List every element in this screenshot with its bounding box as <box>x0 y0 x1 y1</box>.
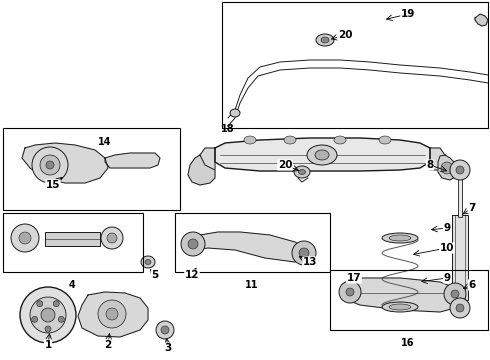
Ellipse shape <box>389 304 411 310</box>
Ellipse shape <box>307 145 337 165</box>
Bar <box>222 2 488 128</box>
Polygon shape <box>78 292 148 337</box>
Circle shape <box>456 166 464 174</box>
Circle shape <box>346 288 354 296</box>
Bar <box>45 232 100 246</box>
Circle shape <box>37 301 43 307</box>
Polygon shape <box>342 278 462 312</box>
Polygon shape <box>215 138 430 171</box>
Polygon shape <box>430 148 445 170</box>
Polygon shape <box>475 14 488 26</box>
Circle shape <box>292 241 316 265</box>
Text: 4: 4 <box>69 280 75 290</box>
Circle shape <box>299 248 309 258</box>
Circle shape <box>11 224 39 252</box>
Text: 15: 15 <box>46 180 60 190</box>
Circle shape <box>339 281 361 303</box>
Circle shape <box>456 304 464 312</box>
Circle shape <box>53 301 59 307</box>
Text: 11: 11 <box>245 280 259 290</box>
Ellipse shape <box>230 109 240 117</box>
Circle shape <box>98 300 126 328</box>
Ellipse shape <box>244 136 256 144</box>
Circle shape <box>19 232 31 244</box>
Circle shape <box>451 290 459 298</box>
Polygon shape <box>22 143 108 183</box>
Text: 13: 13 <box>303 257 317 267</box>
Circle shape <box>188 239 198 249</box>
Ellipse shape <box>382 302 418 312</box>
Ellipse shape <box>379 136 391 144</box>
Circle shape <box>450 298 470 318</box>
Ellipse shape <box>334 136 346 144</box>
Text: 9: 9 <box>443 223 451 233</box>
Text: 5: 5 <box>151 270 159 280</box>
Circle shape <box>441 162 453 174</box>
Text: 10: 10 <box>440 243 454 253</box>
Text: 14: 14 <box>98 137 112 147</box>
Text: 8: 8 <box>426 160 434 170</box>
Ellipse shape <box>141 256 155 268</box>
Ellipse shape <box>145 260 151 265</box>
Polygon shape <box>188 232 310 262</box>
Bar <box>330 270 488 330</box>
Text: 9: 9 <box>443 273 451 283</box>
Circle shape <box>32 147 68 183</box>
Ellipse shape <box>284 136 296 144</box>
Ellipse shape <box>315 150 329 160</box>
Ellipse shape <box>298 170 305 175</box>
Text: 16: 16 <box>401 338 415 348</box>
Polygon shape <box>200 148 215 170</box>
Text: 7: 7 <box>468 203 476 213</box>
Circle shape <box>46 161 54 169</box>
Text: 3: 3 <box>164 343 171 353</box>
Circle shape <box>181 232 205 256</box>
Bar <box>458 175 462 217</box>
Text: 1: 1 <box>45 340 51 350</box>
Bar <box>3 213 143 272</box>
Ellipse shape <box>321 37 329 43</box>
Text: 19: 19 <box>401 9 415 19</box>
Circle shape <box>156 321 174 339</box>
Text: 6: 6 <box>468 280 476 290</box>
Circle shape <box>106 308 118 320</box>
Ellipse shape <box>382 233 418 243</box>
Ellipse shape <box>389 235 411 241</box>
Circle shape <box>40 155 60 175</box>
Ellipse shape <box>316 34 334 46</box>
Text: 20: 20 <box>278 160 292 170</box>
Bar <box>3 128 180 210</box>
Text: 20: 20 <box>338 30 352 40</box>
Circle shape <box>450 160 470 180</box>
Circle shape <box>58 316 64 322</box>
Circle shape <box>161 326 169 334</box>
Circle shape <box>30 297 66 333</box>
Bar <box>452 215 468 300</box>
Ellipse shape <box>294 166 310 178</box>
Polygon shape <box>188 155 215 185</box>
Text: 18: 18 <box>221 124 235 134</box>
Circle shape <box>444 283 466 305</box>
Circle shape <box>32 316 38 322</box>
Circle shape <box>45 326 51 332</box>
Circle shape <box>107 233 117 243</box>
Circle shape <box>41 308 55 322</box>
Text: 12: 12 <box>185 270 199 280</box>
Text: 2: 2 <box>104 340 112 350</box>
Polygon shape <box>438 155 458 180</box>
Bar <box>175 213 330 272</box>
Text: 17: 17 <box>347 273 361 283</box>
Polygon shape <box>105 153 160 168</box>
Circle shape <box>20 287 76 343</box>
Circle shape <box>101 227 123 249</box>
